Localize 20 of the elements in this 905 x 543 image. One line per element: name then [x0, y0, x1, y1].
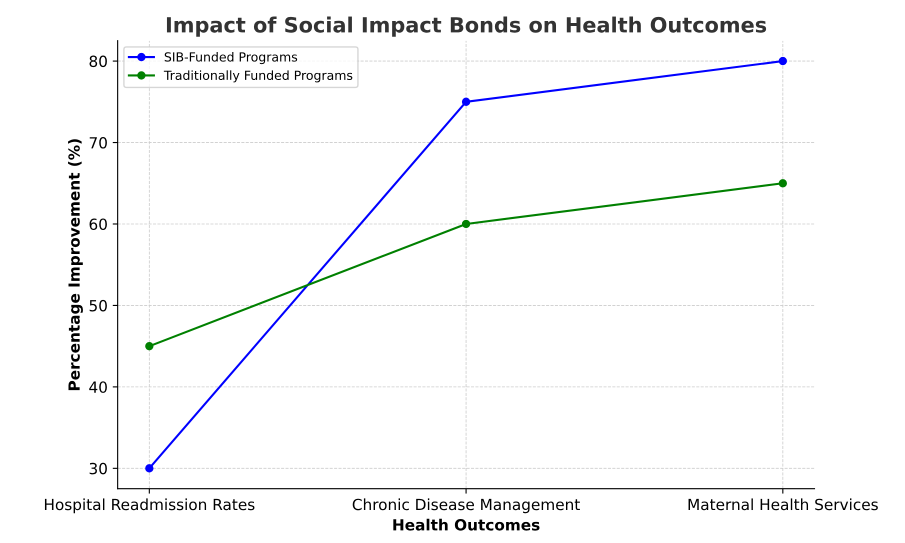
- y-tick-label: 70: [90, 137, 107, 149]
- point: [145, 464, 154, 473]
- y-axis-title: Percentage Improvement (%): [68, 139, 83, 390]
- x-tick-label: Hospital Readmission Rates: [44, 498, 254, 514]
- point: [778, 179, 787, 188]
- y-tick-label: 60: [90, 218, 107, 230]
- y-tick-label: 30: [90, 462, 107, 474]
- legend-label: SIB-Funded Programs: [164, 52, 298, 64]
- x-tick-label: Maternal Health Services: [688, 498, 878, 510]
- chart-title: Impact of Social Impact Bonds on Health Outcomes: [166, 16, 766, 37]
- point: [462, 220, 470, 228]
- x-axis-title: Health Outcomes: [393, 518, 540, 531]
- point: [462, 98, 470, 106]
- point: [778, 56, 787, 66]
- point: [145, 342, 154, 350]
- legend-label: Traditionally Funded Programs: [164, 70, 352, 82]
- x-tick-label: Chronic Disease Management: [352, 498, 580, 514]
- y-tick-label: 50: [90, 300, 107, 312]
- y-tick-label: 40: [89, 381, 107, 393]
- y-tick-label: 80: [90, 56, 107, 68]
